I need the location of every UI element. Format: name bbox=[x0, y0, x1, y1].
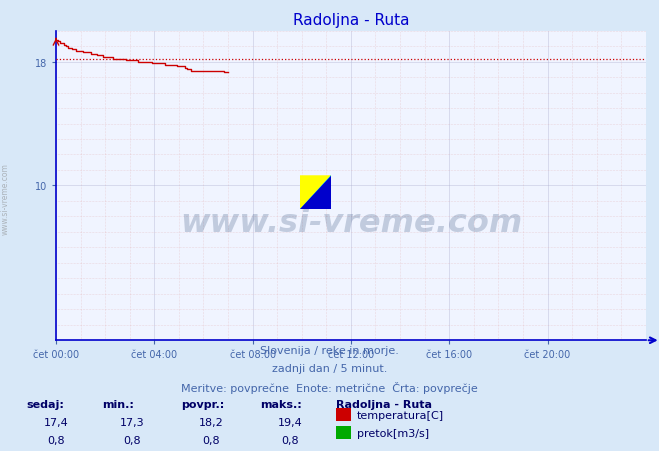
Polygon shape bbox=[300, 176, 331, 210]
Text: min.:: min.: bbox=[102, 399, 134, 409]
Text: www.si-vreme.com: www.si-vreme.com bbox=[180, 207, 522, 239]
Polygon shape bbox=[300, 176, 331, 210]
Text: 17,4: 17,4 bbox=[43, 417, 69, 427]
Text: sedaj:: sedaj: bbox=[26, 399, 64, 409]
Text: 18,2: 18,2 bbox=[198, 417, 223, 427]
Text: pretok[m3/s]: pretok[m3/s] bbox=[357, 428, 429, 438]
Text: zadnji dan / 5 minut.: zadnji dan / 5 minut. bbox=[272, 363, 387, 373]
Polygon shape bbox=[300, 176, 331, 210]
Text: Radoljna - Ruta: Radoljna - Ruta bbox=[336, 399, 432, 409]
Text: 0,8: 0,8 bbox=[47, 435, 65, 445]
Text: 19,4: 19,4 bbox=[277, 417, 302, 427]
Text: povpr.:: povpr.: bbox=[181, 399, 225, 409]
Text: www.si-vreme.com: www.si-vreme.com bbox=[1, 162, 10, 235]
Text: 17,3: 17,3 bbox=[119, 417, 144, 427]
Text: Meritve: povprečne  Enote: metrične  Črta: povprečje: Meritve: povprečne Enote: metrične Črta:… bbox=[181, 381, 478, 393]
Text: Slovenija / reke in morje.: Slovenija / reke in morje. bbox=[260, 345, 399, 355]
Text: 0,8: 0,8 bbox=[281, 435, 299, 445]
Text: maks.:: maks.: bbox=[260, 399, 302, 409]
Text: temperatura[C]: temperatura[C] bbox=[357, 410, 444, 420]
Text: 0,8: 0,8 bbox=[202, 435, 219, 445]
Title: Radoljna - Ruta: Radoljna - Ruta bbox=[293, 13, 409, 28]
Text: 0,8: 0,8 bbox=[123, 435, 140, 445]
